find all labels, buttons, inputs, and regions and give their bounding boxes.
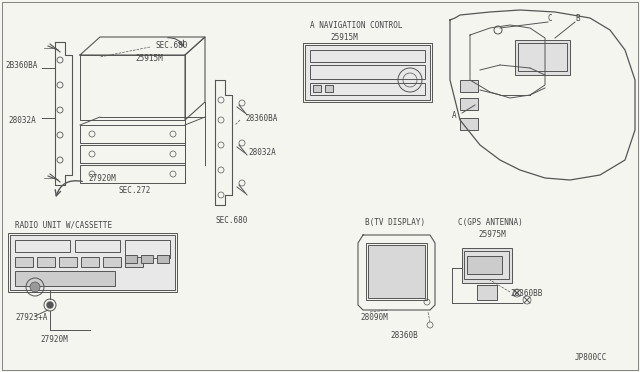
Bar <box>8 233 177 292</box>
Bar <box>15 271 115 286</box>
Text: A NAVIGATION CONTROL: A NAVIGATION CONTROL <box>310 20 403 29</box>
Bar <box>325 85 333 92</box>
Bar <box>368 245 425 298</box>
Bar <box>366 243 427 300</box>
Text: 28090M: 28090M <box>360 314 388 323</box>
Text: 27923+A: 27923+A <box>15 314 47 323</box>
Text: SEC.680: SEC.680 <box>215 215 248 224</box>
Bar <box>141 255 153 263</box>
Bar <box>15 257 33 267</box>
Text: C: C <box>548 13 552 22</box>
Bar <box>467 256 502 274</box>
Bar <box>462 248 512 283</box>
Text: 27920M: 27920M <box>40 336 68 344</box>
Bar <box>125 257 143 267</box>
Text: 27920M: 27920M <box>88 173 116 183</box>
Text: 28360BB: 28360BB <box>510 289 542 298</box>
Bar <box>305 45 430 100</box>
Circle shape <box>47 302 53 308</box>
Text: 28360BA: 28360BA <box>245 113 277 122</box>
Text: 28360B: 28360B <box>390 330 418 340</box>
Text: 25975M: 25975M <box>478 230 506 238</box>
Bar <box>477 285 497 300</box>
Bar <box>303 43 432 102</box>
Bar <box>310 65 425 79</box>
Text: 2B360BA: 2B360BA <box>5 61 37 70</box>
Bar <box>81 257 99 267</box>
Bar <box>515 40 570 75</box>
Text: 28032A: 28032A <box>8 115 36 125</box>
Bar <box>80 165 185 183</box>
Bar <box>125 240 170 258</box>
Bar <box>80 145 185 163</box>
Bar <box>59 257 77 267</box>
Text: B(TV DISPLAY): B(TV DISPLAY) <box>365 218 425 227</box>
Circle shape <box>30 282 40 292</box>
Bar <box>157 255 169 263</box>
Text: JP800CC: JP800CC <box>575 353 607 362</box>
Text: SEC.272: SEC.272 <box>118 186 150 195</box>
Text: A: A <box>452 110 456 119</box>
Bar <box>313 85 321 92</box>
Text: RADIO UNIT W/CASSETTE: RADIO UNIT W/CASSETTE <box>15 221 112 230</box>
Bar <box>80 55 185 120</box>
Bar <box>310 50 425 62</box>
Text: 25915M: 25915M <box>135 54 163 62</box>
Bar <box>460 118 478 130</box>
Bar <box>460 98 478 110</box>
Bar <box>460 80 478 92</box>
Bar <box>75 240 120 252</box>
Bar <box>464 251 509 279</box>
Bar <box>10 235 175 290</box>
Text: 25915M: 25915M <box>330 32 358 42</box>
Bar <box>310 83 425 95</box>
Bar <box>37 257 55 267</box>
Bar <box>125 255 137 263</box>
Text: 28032A: 28032A <box>248 148 276 157</box>
Bar <box>80 125 185 143</box>
Text: C(GPS ANTENNA): C(GPS ANTENNA) <box>458 218 523 227</box>
Bar <box>103 257 121 267</box>
Text: SEC.680: SEC.680 <box>155 41 188 49</box>
Bar <box>518 43 567 71</box>
Text: B: B <box>575 13 580 22</box>
Bar <box>15 240 70 252</box>
